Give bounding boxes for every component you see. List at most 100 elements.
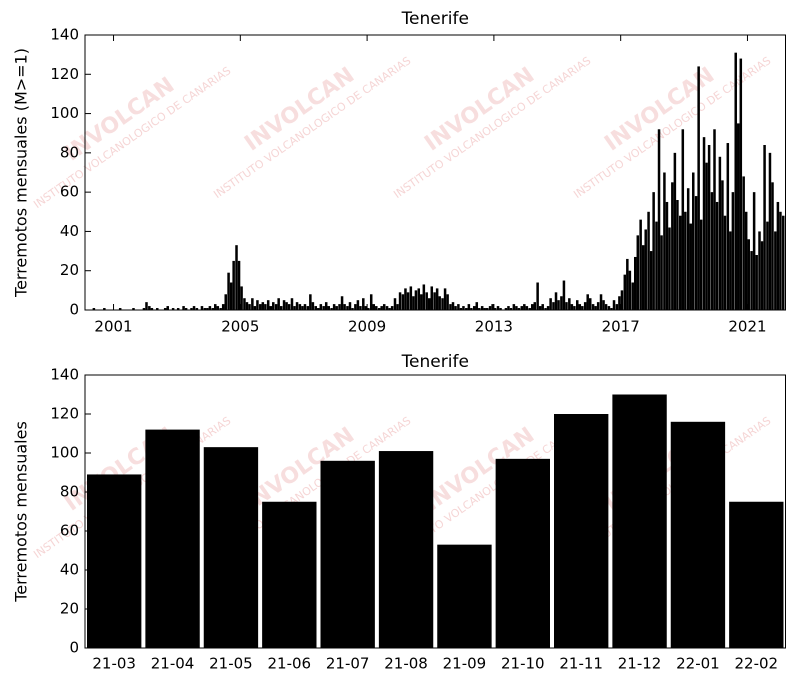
bar <box>782 215 785 310</box>
x-tick-label: 21-09 <box>443 655 487 673</box>
bar <box>412 296 415 310</box>
bar <box>441 298 444 310</box>
x-tick-label: 21-11 <box>559 655 603 673</box>
bar <box>206 308 209 310</box>
bar <box>227 272 230 310</box>
bar <box>686 188 690 310</box>
bar <box>290 298 294 310</box>
chart-title: Tenerife <box>401 352 469 372</box>
bar <box>272 302 275 310</box>
bar <box>702 137 706 310</box>
bar <box>657 129 661 310</box>
x-tick-label: 21-08 <box>384 655 428 673</box>
bar <box>340 296 344 310</box>
bar <box>420 294 423 310</box>
bar <box>264 304 267 310</box>
bar <box>248 304 251 310</box>
bar <box>457 304 460 310</box>
x-tick-label: 22-02 <box>735 655 779 673</box>
bar <box>203 447 259 648</box>
x-tick-label: 2013 <box>475 318 513 336</box>
y-tick-label: 80 <box>60 143 79 161</box>
bar <box>528 308 531 310</box>
bar <box>631 282 634 310</box>
bar <box>435 288 439 310</box>
bar <box>430 286 434 310</box>
bar <box>443 288 447 310</box>
watermark-text: INSTITUTO VOLCANOLOGICO DE CANARIAS <box>211 54 413 201</box>
bar <box>311 302 315 310</box>
bar <box>317 308 320 310</box>
bar <box>499 308 502 310</box>
bar <box>586 294 589 310</box>
bar <box>184 308 188 310</box>
bar <box>319 304 323 310</box>
bar <box>401 294 405 310</box>
bar <box>610 308 613 310</box>
bar <box>554 414 609 648</box>
bar <box>309 294 312 310</box>
bar <box>256 300 259 310</box>
bar <box>388 308 391 310</box>
bar <box>332 304 336 310</box>
y-tick-label: 40 <box>60 222 79 240</box>
bar <box>354 304 357 310</box>
bar <box>459 308 463 310</box>
bar <box>726 143 730 310</box>
bar <box>417 288 421 310</box>
bar <box>377 308 381 310</box>
bar <box>768 152 772 310</box>
bar <box>718 156 722 310</box>
bar <box>568 298 571 310</box>
bar <box>504 308 508 310</box>
bar <box>604 304 608 310</box>
x-tick-label: 22-01 <box>676 655 720 673</box>
bar <box>520 306 524 310</box>
bar <box>253 306 257 310</box>
chart-title: Tenerife <box>401 9 469 29</box>
x-tick-label: 21-10 <box>501 655 545 673</box>
bar <box>163 308 167 310</box>
bar <box>544 308 547 310</box>
x-tick-label: 21-04 <box>151 655 195 673</box>
bar <box>285 302 288 310</box>
x-tick-label: 2017 <box>602 318 640 336</box>
bar <box>261 302 265 310</box>
bar <box>533 302 537 310</box>
bar <box>583 302 587 310</box>
bar <box>644 229 647 310</box>
bar <box>723 215 727 310</box>
bar <box>578 304 582 310</box>
bar <box>362 298 365 310</box>
bar <box>301 306 304 310</box>
watermark-text: INSTITUTO VOLCANOLOGICO DE CANARIAS <box>391 54 593 201</box>
bar <box>525 306 529 310</box>
bar <box>348 302 352 310</box>
bar <box>330 308 333 310</box>
bar <box>507 306 510 310</box>
bar <box>166 306 169 310</box>
bar <box>679 215 682 310</box>
bar <box>694 196 698 310</box>
bar <box>406 292 410 310</box>
bar <box>335 306 338 310</box>
x-tick-label: 21-03 <box>92 655 136 673</box>
bar <box>390 306 394 310</box>
bar <box>581 306 584 310</box>
bar <box>279 306 283 310</box>
bar <box>562 280 566 310</box>
bar <box>293 306 296 310</box>
bar <box>560 296 563 310</box>
bar <box>382 304 386 310</box>
bar <box>554 292 558 310</box>
bar <box>148 306 151 310</box>
bar <box>103 308 106 310</box>
bar <box>710 192 714 310</box>
bar <box>549 298 552 310</box>
bar <box>692 172 695 310</box>
bar <box>132 308 135 310</box>
x-tick-label: 21-06 <box>268 655 312 673</box>
bar <box>697 66 700 310</box>
y-tick-label: 140 <box>50 26 79 44</box>
bar <box>351 308 354 310</box>
